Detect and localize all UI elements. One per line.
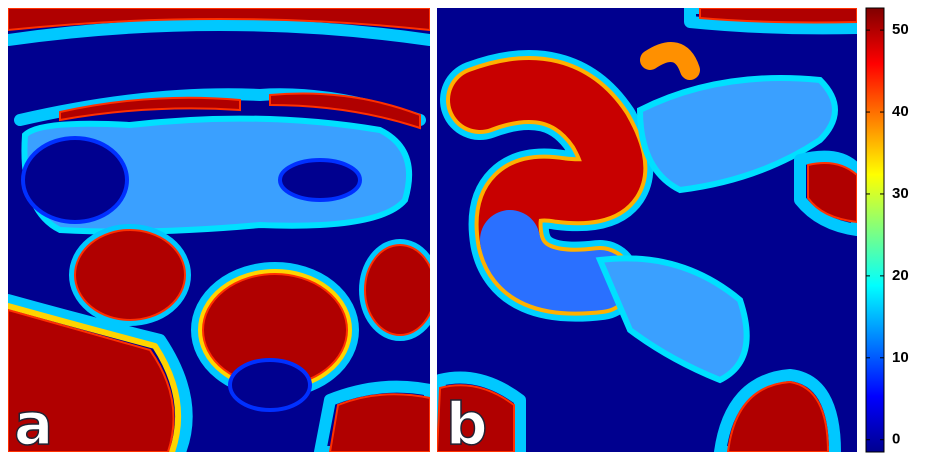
panel-label: b <box>446 390 488 456</box>
tick-label: 30 <box>892 185 909 202</box>
tick-label: 0 <box>892 431 900 448</box>
tick-label: 40 <box>892 103 909 120</box>
tick-label: 10 <box>892 349 909 366</box>
tick-label: 20 <box>892 267 909 284</box>
panel-b-image <box>437 8 857 452</box>
panel-label: a <box>14 390 53 456</box>
figure: a b 0 10 20 30 40 50 <box>0 0 925 456</box>
tick-label: 50 <box>892 21 909 38</box>
panel-a-image <box>8 8 435 452</box>
colorbar <box>866 8 884 452</box>
